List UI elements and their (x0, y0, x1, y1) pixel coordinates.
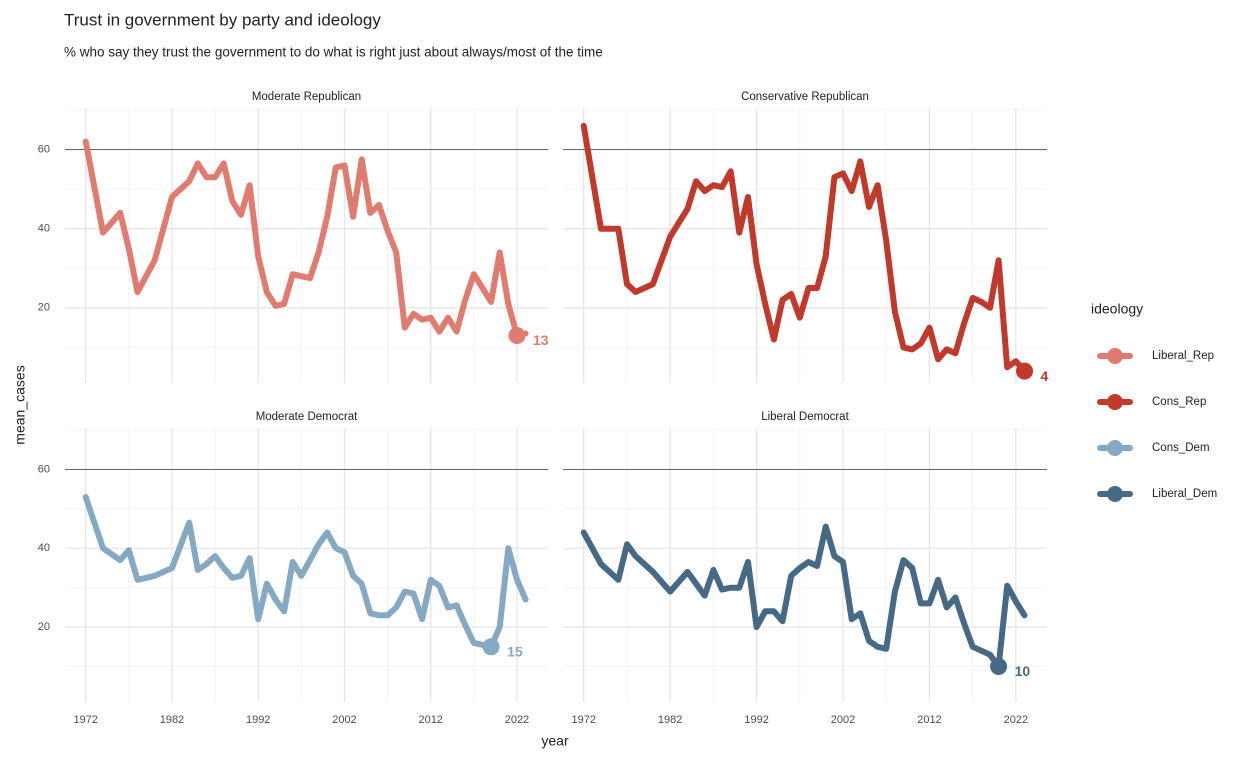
end-label: 13 (533, 332, 549, 348)
x-tick-label: 2022 (505, 714, 529, 726)
legend-label: Cons_Rep (1152, 396, 1206, 408)
x-tick-label: 1982 (658, 714, 682, 726)
y-tick-label: 20 (38, 621, 50, 633)
chart-subtitle: % who say they trust the government to d… (64, 45, 603, 60)
legend-label: Liberal_Rep (1152, 350, 1214, 362)
legend-swatch-dot (1107, 440, 1123, 456)
legend-swatch-dot (1107, 348, 1123, 364)
legend-swatch-dot (1107, 486, 1123, 502)
end-marker (1016, 362, 1034, 380)
x-tick-label: 2002 (831, 714, 855, 726)
y-tick-label: 60 (38, 143, 50, 155)
x-axis-title: year (541, 733, 569, 749)
y-axis-title: mean_cases (12, 365, 28, 444)
x-tick-label: 1982 (160, 714, 184, 726)
legend-title: ideology (1091, 301, 1143, 317)
facet-title: Conservative Republican (741, 91, 869, 103)
facet-title: Moderate Democrat (256, 411, 358, 423)
legend-swatch-dot (1107, 394, 1123, 410)
x-tick-label: 2022 (1004, 714, 1028, 726)
legend-label: Liberal_Dem (1152, 488, 1217, 500)
x-tick-label: 2012 (917, 714, 941, 726)
x-tick-label: 2002 (332, 714, 356, 726)
end-marker (482, 638, 500, 656)
end-label: 4 (1041, 368, 1049, 384)
x-tick-label: 1992 (744, 714, 768, 726)
facet-title: Liberal Democrat (761, 411, 849, 423)
x-tick-label: 1972 (73, 714, 97, 726)
legend-label: Cons_Dem (1152, 442, 1210, 454)
end-label: 10 (1015, 663, 1031, 679)
y-tick-label: 60 (38, 463, 50, 475)
series-line (580, 122, 1028, 375)
end-label: 15 (507, 644, 523, 660)
series-line (82, 138, 529, 339)
series-line (580, 523, 1028, 670)
chart-title: Trust in government by party and ideolog… (64, 10, 381, 29)
y-tick-label: 40 (38, 542, 50, 554)
facet-title: Moderate Republican (252, 91, 361, 103)
y-tick-label: 20 (38, 302, 50, 314)
end-marker (508, 327, 526, 345)
y-tick-label: 40 (38, 223, 50, 235)
end-marker (990, 658, 1008, 676)
series-line (82, 494, 529, 650)
x-tick-label: 1992 (246, 714, 270, 726)
x-tick-label: 2012 (418, 714, 442, 726)
x-tick-label: 1972 (572, 714, 596, 726)
